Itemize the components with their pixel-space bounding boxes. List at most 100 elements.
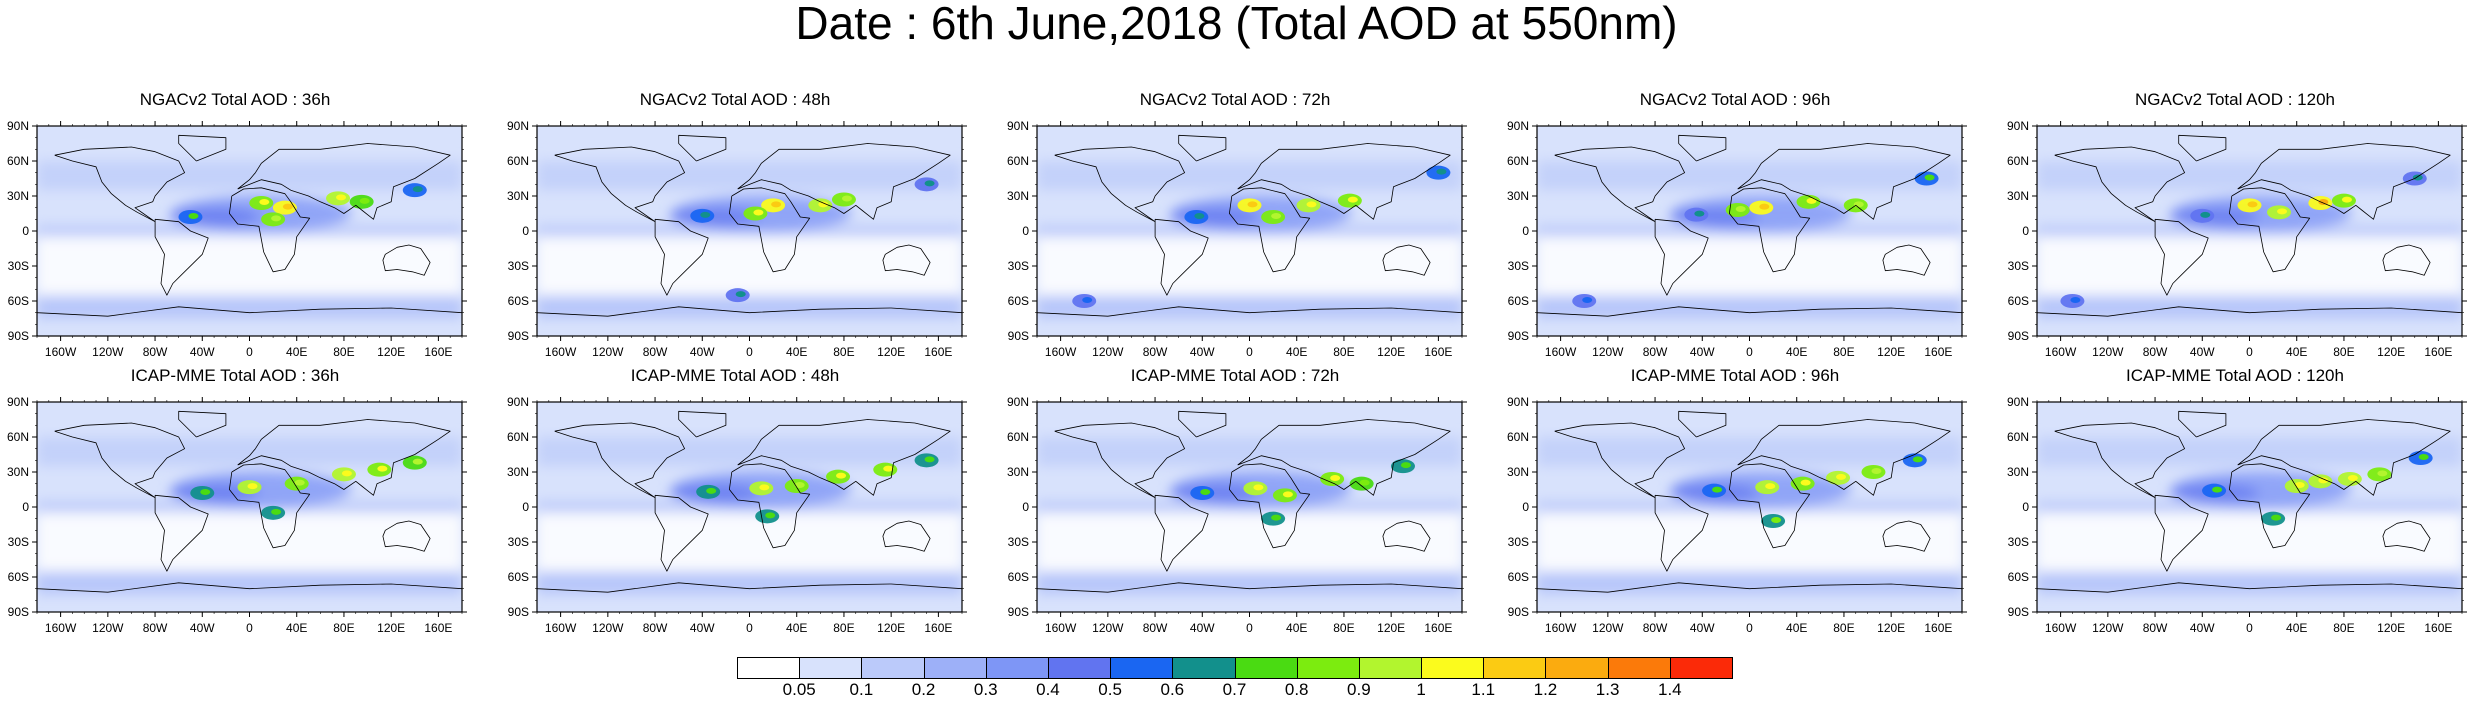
- coastline: [382, 244, 431, 276]
- aod-hotspot-core: [1082, 297, 1093, 303]
- aod-hotspot-core: [1765, 483, 1776, 490]
- lon-tick-label: 40W: [1190, 621, 1215, 635]
- colorbar-label: 1.2: [1533, 680, 1558, 699]
- aod-hotspot-core: [247, 483, 258, 490]
- coastline: [2237, 419, 2451, 496]
- lat-tick-label: 30S: [2008, 259, 2029, 273]
- colorbar-label: 1.3: [1595, 680, 1620, 699]
- aod-hotspot-core: [188, 213, 199, 219]
- lon-tick-label: 160W: [1045, 621, 1077, 635]
- lon-tick-label: 40W: [2190, 345, 2215, 359]
- aod-hotspot-core: [794, 482, 805, 488]
- lon-tick-label: 120W: [1592, 345, 1624, 359]
- aod-map: 90N 60N 30N 0 30S 60S 90S 160W 120W 80W 40W 0 40E 80E…: [507, 119, 967, 359]
- lon-tick-label: 120W: [92, 621, 124, 635]
- aod-hotspot-core: [706, 487, 717, 494]
- panel-title: ICAP-MME Total AOD : 96h: [1630, 366, 1840, 385]
- aod-hotspot-core: [836, 472, 847, 479]
- coastline: [1237, 143, 1451, 220]
- aod-map: 90N 60N 30N 0 30S 60S 90S 160W 120W 80W 40W 0 40E 80E…: [2007, 395, 2467, 635]
- colorbar-swatch: [1607, 657, 1671, 679]
- aod-hotspot-core: [1359, 479, 1370, 486]
- lat-tick-label: 0: [1522, 224, 1529, 238]
- lon-tick-label: 80W: [643, 345, 668, 359]
- coastline: [1054, 422, 1185, 499]
- colorbar-swatch: [1483, 657, 1547, 679]
- panel-title: ICAP-MME Total AOD : 120h: [2126, 366, 2344, 385]
- lat-tick-label: 0: [1022, 224, 1029, 238]
- aod-hotspot-core: [1836, 473, 1847, 480]
- lat-tick-label: 90S: [8, 605, 29, 619]
- colorbar-swatch: [923, 657, 987, 679]
- lat-tick-label: 90S: [1508, 329, 1529, 343]
- lon-tick-label: 120W: [1092, 345, 1124, 359]
- map-panel: ICAP-MME Total AOD : 120h 90N 60N 30N 0 30S 60…: [2000, 366, 2470, 636]
- lat-tick-label: 30N: [7, 189, 29, 203]
- colorbar-swatch: [1172, 657, 1236, 679]
- aod-hotspot-core: [1347, 196, 1358, 203]
- lat-tick-label: 60S: [1008, 570, 1029, 584]
- lat-tick-label: 60N: [1507, 430, 1529, 444]
- lat-tick-label: 0: [22, 500, 29, 514]
- aod-hotspot-core: [1912, 456, 1923, 463]
- aod-hotspot-core: [271, 508, 282, 515]
- coastline: [1037, 306, 1462, 317]
- lon-tick-label: 80E: [2333, 345, 2354, 359]
- lat-tick-label: 30S: [1008, 259, 1029, 273]
- coastline: [1229, 463, 1311, 549]
- lon-tick-label: 80E: [1833, 621, 1854, 635]
- lon-tick-label: 120E: [377, 345, 405, 359]
- coastline: [2229, 187, 2311, 273]
- aod-hotspot-core: [2200, 211, 2211, 218]
- aod-map: 90N 60N 30N 0 30S 60S 90S 160W 120W 80W 40W 0 40E 80E…: [2007, 119, 2467, 359]
- coastline: [1882, 520, 1931, 552]
- coastline: [1729, 463, 1811, 549]
- lon-tick-label: 0: [746, 345, 753, 359]
- coastline: [1654, 218, 1709, 296]
- coastline: [229, 187, 311, 273]
- aod-hotspot-core: [2212, 486, 2223, 493]
- lon-tick-label: 80W: [1643, 621, 1668, 635]
- lat-tick-label: 30N: [1507, 465, 1529, 479]
- lon-tick-label: 120W: [2092, 621, 2124, 635]
- aod-hotspot-core: [1582, 297, 1593, 303]
- lon-tick-label: 120E: [377, 621, 405, 635]
- lat-tick-label: 90N: [1007, 119, 1029, 133]
- lon-tick-label: 0: [2246, 345, 2253, 359]
- aod-hotspot-core: [1871, 468, 1882, 474]
- coastline: [54, 146, 185, 223]
- lat-tick-label: 60N: [7, 430, 29, 444]
- aod-hotspot-core: [1806, 197, 1817, 204]
- lon-tick-label: 120W: [592, 345, 624, 359]
- lon-tick-label: 80W: [1143, 345, 1168, 359]
- lat-tick-label: 60S: [1508, 570, 1529, 584]
- lat-tick-label: 30N: [507, 189, 529, 203]
- coastline: [2037, 582, 2462, 593]
- coastline: [537, 582, 962, 593]
- lat-tick-label: 30S: [1508, 535, 1529, 549]
- lat-tick-label: 60N: [1007, 430, 1029, 444]
- lat-tick-label: 60S: [2008, 570, 2029, 584]
- lon-tick-label: 160W: [2045, 621, 2077, 635]
- coastline: [2154, 494, 2209, 572]
- coastline: [1537, 306, 1962, 317]
- lon-tick-label: 160W: [545, 345, 577, 359]
- coastline: [882, 520, 931, 552]
- aod-hotspot-core: [2377, 470, 2388, 477]
- lon-tick-label: 40E: [786, 345, 807, 359]
- lon-tick-label: 160E: [924, 621, 952, 635]
- aod-hotspot-core: [1400, 462, 1411, 469]
- lat-tick-label: 0: [22, 224, 29, 238]
- lat-tick-label: 90S: [2008, 329, 2029, 343]
- aod-hotspot-core: [818, 201, 829, 208]
- lon-tick-label: 40W: [1690, 345, 1715, 359]
- coastline: [2237, 143, 2451, 220]
- aod-hotspot-core: [1306, 201, 1317, 208]
- coastline: [1178, 410, 1227, 438]
- coastline: [537, 306, 962, 317]
- coastline: [1154, 218, 1209, 296]
- lon-tick-label: 80E: [1333, 345, 1354, 359]
- aod-hotspot-core: [759, 484, 770, 491]
- aod-hotspot-core: [2341, 196, 2352, 203]
- colorbar-label: 0.3: [973, 680, 998, 699]
